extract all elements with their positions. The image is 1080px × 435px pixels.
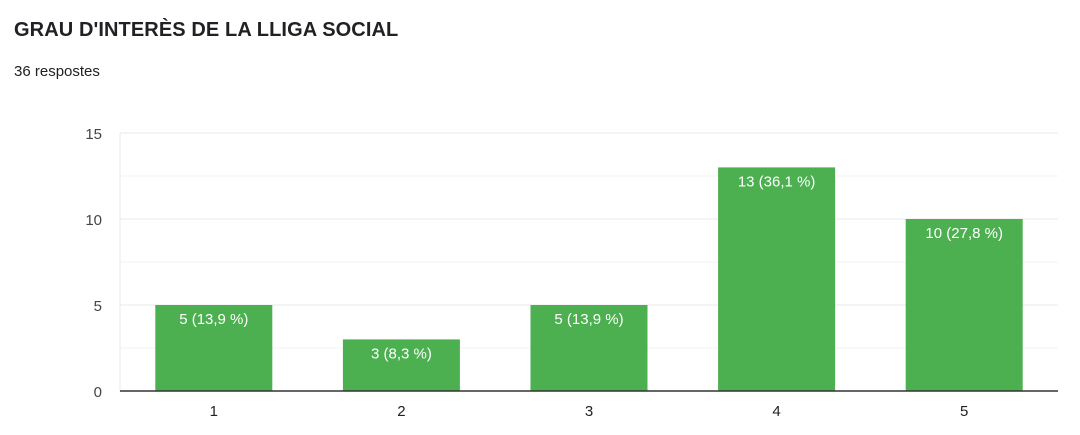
data-label: 5 (13,9 %) [554,311,623,328]
data-label: 5 (13,9 %) [179,311,248,328]
y-tick-label: 15 [85,126,102,143]
x-tick-label: 5 [960,403,968,420]
bar-1 [155,305,273,391]
y-tick-label: 5 [94,298,102,315]
data-label: 3 (8,3 %) [371,345,432,362]
y-tick-label: 10 [85,212,102,229]
bar-4 [718,167,836,391]
x-tick-label: 1 [210,403,218,420]
bar-5 [905,219,1023,391]
bar-2 [342,339,460,391]
chart-title: GRAU D'INTERÈS DE LA LLIGA SOCIAL [14,19,399,41]
y-tick-label: 0 [94,384,102,401]
x-tick-label: 2 [397,403,405,420]
data-label: 13 (36,1 %) [738,173,816,190]
x-tick-label: 4 [772,403,780,420]
response-count: 36 respostes [14,63,100,80]
bar-3 [530,305,648,391]
data-label: 10 (27,8 %) [925,225,1003,242]
x-tick-label: 3 [585,403,593,420]
